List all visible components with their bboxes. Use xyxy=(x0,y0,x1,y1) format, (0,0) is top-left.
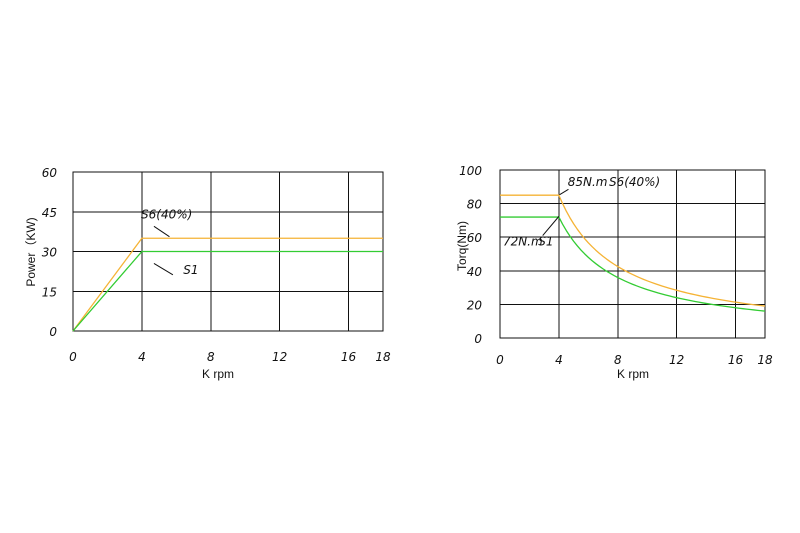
power-y-tick-label: 60 xyxy=(42,166,58,180)
torque-x-tick-label: 0 xyxy=(496,353,504,367)
torque-leader-line xyxy=(542,216,560,236)
power-annotation: S6(40%) xyxy=(141,207,192,221)
torque-y-tick-label: 60 xyxy=(467,231,483,245)
power-x-tick-label: 18 xyxy=(375,350,391,364)
torque-series xyxy=(500,194,766,312)
torque-annotation: S6(40%) xyxy=(609,175,660,189)
torque-x-tick-label: 16 xyxy=(728,353,744,367)
torque-y-tick-label: 20 xyxy=(467,298,483,312)
torque-x-tick-label: 18 xyxy=(757,353,773,367)
power-y-axis-label: Power（KW) xyxy=(24,217,38,286)
torque-x-tick-label: 4 xyxy=(555,353,563,367)
power-x-tick-label: 16 xyxy=(341,350,357,364)
torque-chart: 0 4 8 12 16 18 0 20 40 60 80 100 85N.m S6(40%) 72N.m… xyxy=(455,164,773,381)
power-chart: 0 4 8 12 16 18 0 15 30 45 60 S6(40%) S1 K rpm Powe… xyxy=(24,166,391,381)
power-series-s1 xyxy=(72,250,383,332)
torque-y-tick-label: 40 xyxy=(467,265,483,279)
torque-grid xyxy=(499,169,766,339)
power-series xyxy=(72,237,383,332)
power-y-tick-labels: 0 15 30 45 60 xyxy=(42,166,58,339)
torque-annotation: 72N.m xyxy=(503,235,543,249)
torque-y-tick-label: 100 xyxy=(459,164,482,178)
power-leaders xyxy=(153,225,174,276)
power-series-s6-40- xyxy=(72,237,383,332)
torque-y-axis-label: Torq(Nm) xyxy=(455,221,469,271)
torque-x-tick-labels: 0 4 8 12 16 18 xyxy=(496,353,773,367)
power-x-tick-label: 0 xyxy=(69,350,77,364)
power-annotation: S1 xyxy=(183,263,198,277)
torque-annotation: S1 xyxy=(538,235,553,249)
power-y-tick-label: 15 xyxy=(42,285,57,299)
torque-leaders xyxy=(542,188,569,236)
power-x-tick-label: 8 xyxy=(207,350,215,364)
torque-series-s1 xyxy=(500,216,766,312)
torque-annotations: 85N.m S6(40%) 72N.mS1 xyxy=(503,175,660,249)
torque-y-tick-label: 0 xyxy=(474,332,482,346)
power-x-tick-label: 4 xyxy=(138,350,146,364)
power-grid xyxy=(72,171,384,332)
power-y-tick-label: 0 xyxy=(49,325,57,339)
torque-leader-line xyxy=(559,188,569,196)
power-x-tick-labels: 0 4 8 12 16 18 xyxy=(69,350,391,364)
power-leader-line xyxy=(153,225,170,238)
torque-x-axis-label: K rpm xyxy=(617,367,649,381)
power-y-tick-label: 45 xyxy=(42,206,57,220)
power-x-tick-label: 12 xyxy=(272,350,287,364)
torque-y-tick-labels: 0 20 40 60 80 100 xyxy=(459,164,482,346)
power-leader-line xyxy=(153,262,174,276)
torque-x-tick-label: 12 xyxy=(669,353,684,367)
power-annotations: S6(40%) S1 xyxy=(141,207,198,277)
torque-x-tick-label: 8 xyxy=(614,353,622,367)
power-y-tick-label: 30 xyxy=(42,246,58,260)
torque-plot-frame xyxy=(499,169,766,339)
power-x-axis-label: K rpm xyxy=(202,367,234,381)
torque-annotation: 85N.m xyxy=(568,175,608,189)
torque-series-s6-40- xyxy=(500,194,766,307)
torque-y-tick-label: 80 xyxy=(467,198,483,212)
